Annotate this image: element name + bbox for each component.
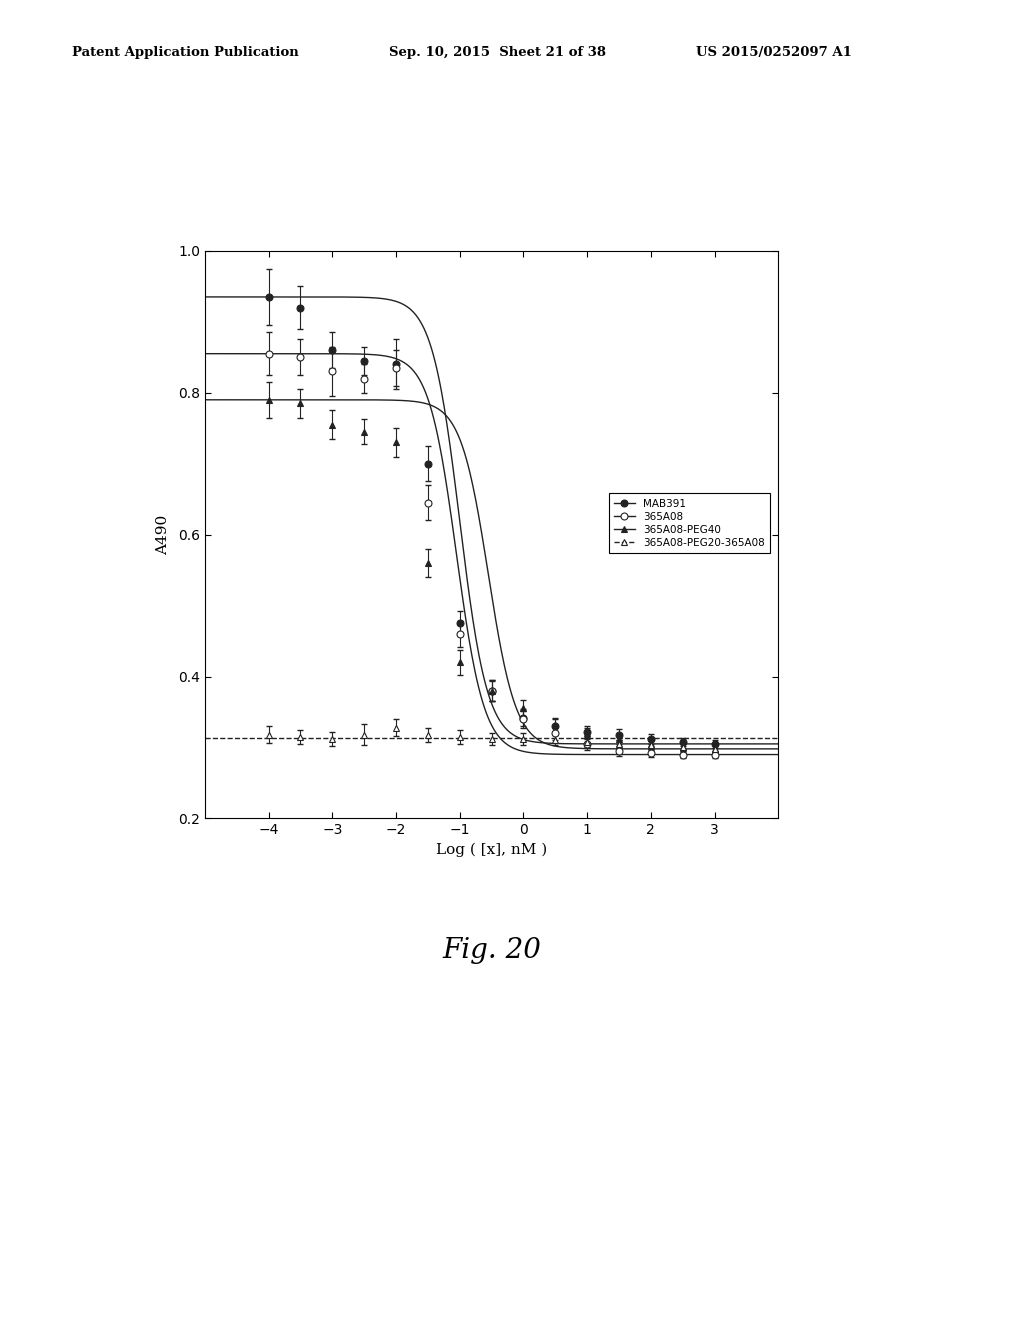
365A08-PEG20-365A08 <box>454 729 466 744</box>
365A08-PEG20-365A08 <box>677 739 689 755</box>
365A08-PEG40 <box>390 434 402 450</box>
365A08-PEG40 <box>485 682 498 698</box>
MAB391 <box>645 731 657 747</box>
365A08 <box>485 682 498 698</box>
365A08-PEG40 <box>326 417 338 433</box>
365A08-PEG40 <box>581 726 593 742</box>
365A08-PEG40 <box>262 392 274 408</box>
365A08 <box>645 746 657 762</box>
MAB391 <box>390 356 402 372</box>
MAB391 <box>485 682 498 698</box>
365A08-PEG40 <box>612 731 625 747</box>
365A08-PEG40 <box>645 737 657 752</box>
365A08-PEG20-365A08 <box>517 731 529 747</box>
365A08-PEG20-365A08 <box>709 741 721 756</box>
365A08-PEG20-365A08 <box>581 734 593 750</box>
365A08-PEG40 <box>294 396 306 412</box>
MAB391 <box>517 710 529 726</box>
X-axis label: Log ( [x], nM ): Log ( [x], nM ) <box>436 842 547 857</box>
365A08 <box>422 495 434 511</box>
MAB391 <box>549 718 561 734</box>
365A08 <box>326 363 338 379</box>
Text: Patent Application Publication: Patent Application Publication <box>72 46 298 59</box>
MAB391 <box>422 455 434 471</box>
365A08 <box>517 711 529 727</box>
365A08-PEG20-365A08 <box>612 737 625 752</box>
365A08-PEG40 <box>454 655 466 671</box>
Text: Sep. 10, 2015  Sheet 21 of 38: Sep. 10, 2015 Sheet 21 of 38 <box>389 46 606 59</box>
MAB391 <box>454 615 466 631</box>
365A08-PEG20-365A08 <box>485 731 498 747</box>
365A08-PEG20-365A08 <box>645 738 657 754</box>
MAB391 <box>326 342 338 358</box>
365A08-PEG20-365A08 <box>422 727 434 743</box>
365A08-PEG20-365A08 <box>358 727 371 743</box>
365A08 <box>549 726 561 742</box>
365A08 <box>454 626 466 642</box>
Line: MAB391: MAB391 <box>265 293 718 747</box>
365A08 <box>677 747 689 763</box>
365A08-PEG20-365A08 <box>390 719 402 735</box>
365A08-PEG40 <box>358 424 371 440</box>
365A08 <box>358 371 371 387</box>
Text: Fig. 20: Fig. 20 <box>442 937 541 964</box>
365A08 <box>390 360 402 376</box>
Line: 365A08: 365A08 <box>265 350 718 758</box>
Legend: MAB391, 365A08, 365A08-PEG40, 365A08-PEG20-365A08: MAB391, 365A08, 365A08-PEG40, 365A08-PEG… <box>609 494 770 553</box>
365A08-PEG20-365A08 <box>326 731 338 747</box>
365A08-PEG40 <box>709 741 721 756</box>
365A08-PEG40 <box>677 739 689 755</box>
365A08 <box>294 350 306 366</box>
MAB391 <box>709 737 721 752</box>
365A08-PEG20-365A08 <box>549 733 561 748</box>
365A08-PEG40 <box>549 717 561 733</box>
MAB391 <box>358 352 371 368</box>
365A08 <box>612 743 625 759</box>
Line: 365A08-PEG40: 365A08-PEG40 <box>265 396 718 752</box>
365A08-PEG20-365A08 <box>262 727 274 743</box>
MAB391 <box>294 300 306 315</box>
MAB391 <box>262 289 274 305</box>
Y-axis label: A490: A490 <box>156 515 170 554</box>
Line: 365A08-PEG20-365A08: 365A08-PEG20-365A08 <box>265 725 718 752</box>
365A08-PEG20-365A08 <box>294 729 306 744</box>
MAB391 <box>677 734 689 750</box>
365A08 <box>262 346 274 362</box>
365A08 <box>709 747 721 763</box>
365A08 <box>581 737 593 752</box>
Text: US 2015/0252097 A1: US 2015/0252097 A1 <box>696 46 852 59</box>
365A08-PEG40 <box>422 554 434 570</box>
MAB391 <box>581 723 593 739</box>
MAB391 <box>612 727 625 743</box>
365A08-PEG40 <box>517 701 529 717</box>
